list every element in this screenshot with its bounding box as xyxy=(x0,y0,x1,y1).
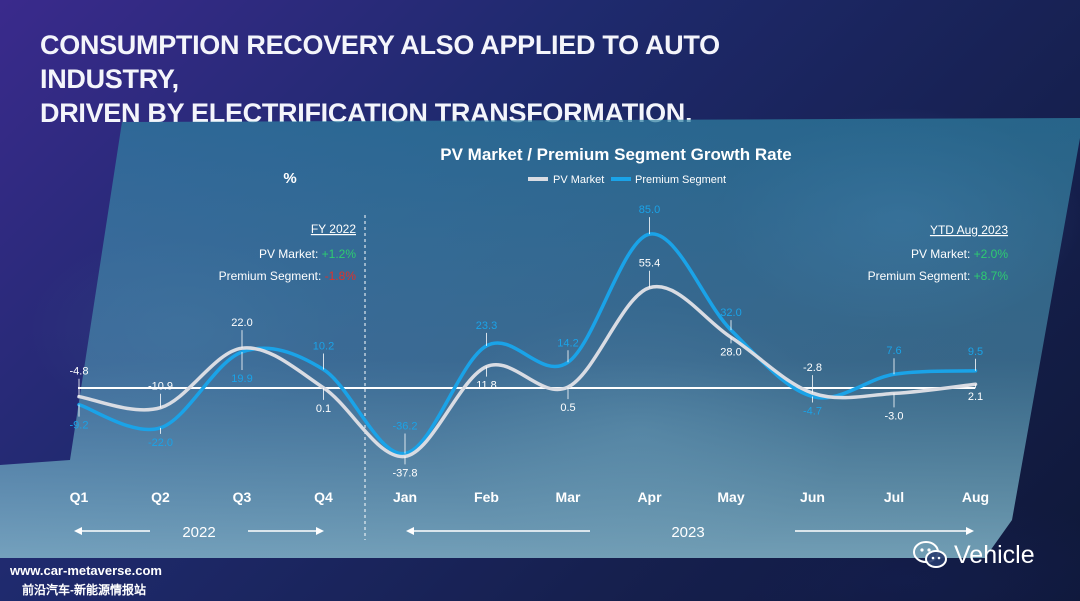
x-tick-label: Apr xyxy=(637,489,662,505)
series-line-pv-market xyxy=(77,284,978,459)
x-tick-label: Jun xyxy=(800,489,825,505)
annotation-fy2022: FY 2022 PV Market: +1.2% Premium Segment… xyxy=(219,222,357,283)
premium-data-label: -9.2 xyxy=(70,420,89,432)
x-axis: Q1 Q2 Q3 Q4 Jan Feb Mar Apr May Jun Jul Aug xyxy=(70,489,989,505)
fy2022-prem-label: Premium Segment: xyxy=(219,269,322,283)
x-tick-label: Mar xyxy=(556,489,581,505)
group-2022-arrowhead-left xyxy=(74,527,82,535)
series-layer: -4.8 -10.9 22.0 0.1 -37.8 11.8 0.5 55.4 28.0 -2.8… xyxy=(70,204,984,479)
x-tick-label: Q1 xyxy=(70,489,89,505)
ytd2023-prem-line: Premium Segment: +8.7% xyxy=(868,269,1009,283)
x-tick-label: Q3 xyxy=(233,489,252,505)
pv-data-label: -10.9 xyxy=(148,381,173,393)
group-2022-arrowhead-right xyxy=(316,527,324,535)
pv-data-label: -4.8 xyxy=(70,366,89,378)
legend-pv-label: PV Market xyxy=(553,174,604,186)
pv-data-label: 0.1 xyxy=(316,403,331,415)
premium-data-label: 85.0 xyxy=(639,204,660,216)
watermark-vehicle: Vehicle xyxy=(912,540,1035,570)
premium-data-label: -4.7 xyxy=(803,406,822,418)
fy2022-pv-line: PV Market: +1.2% xyxy=(259,247,356,261)
pv-data-label: 22.0 xyxy=(231,317,252,329)
premium-data-label: 7.6 xyxy=(886,345,901,357)
fy2022-prem-value: -1.8% xyxy=(325,269,357,283)
pv-data-label: 11.8 xyxy=(476,380,497,392)
ytd2023-pv-value: +2.0% xyxy=(974,247,1009,261)
premium-data-label: 10.2 xyxy=(313,341,334,353)
watermark-url: www.car-metaverse.com xyxy=(10,563,162,578)
legend-premium-label: Premium Segment xyxy=(635,174,726,186)
title-line-1: CONSUMPTION RECOVERY ALSO APPLIED TO AUT… xyxy=(40,30,720,94)
premium-data-label: -22.0 xyxy=(148,437,173,449)
pv-data-label: 55.4 xyxy=(639,258,660,270)
ytd2023-pv-line: PV Market: +2.0% xyxy=(911,247,1008,261)
fy2022-pv-label: PV Market: xyxy=(259,247,318,261)
ytd2023-prem-value: +8.7% xyxy=(974,269,1009,283)
pv-data-label: 0.5 xyxy=(560,402,575,414)
x-tick-label: May xyxy=(717,489,744,505)
ytd2023-pv-label: PV Market: xyxy=(911,247,970,261)
watermark-vehicle-text: Vehicle xyxy=(954,540,1035,569)
legend: PV Market Premium Segment xyxy=(528,174,726,186)
premium-data-label: 19.9 xyxy=(231,373,252,385)
x-tick-label: Q2 xyxy=(151,489,170,505)
group-2023-label: 2023 xyxy=(671,524,704,541)
premium-data-label: 14.2 xyxy=(557,337,578,349)
ytd2023-title: YTD Aug 2023 xyxy=(930,223,1008,237)
fy2022-title: FY 2022 xyxy=(311,222,356,236)
ytd2023-prem-label: Premium Segment: xyxy=(868,269,971,283)
pv-data-label: 28.0 xyxy=(720,346,741,358)
x-tick-label: Jan xyxy=(393,489,417,505)
annotation-ytd2023: YTD Aug 2023 PV Market: +2.0% Premium Se… xyxy=(868,223,1009,283)
chart-panel xyxy=(0,118,1080,558)
premium-data-label: 32.0 xyxy=(720,307,741,319)
x-tick-label: Q4 xyxy=(314,489,333,505)
premium-data-label: -36.2 xyxy=(392,421,417,433)
x-tick-label: Aug xyxy=(962,489,989,505)
group-2022-label: 2022 xyxy=(182,524,215,541)
premium-data-label: 23.3 xyxy=(476,320,497,332)
wechat-icon xyxy=(913,541,947,568)
group-2023-arrowhead-right xyxy=(966,527,974,535)
x-tick-label: Jul xyxy=(884,489,904,505)
fy2022-prem-line: Premium Segment: -1.8% xyxy=(219,269,357,283)
pv-data-label: 2.1 xyxy=(968,391,983,403)
pv-data-label: -3.0 xyxy=(885,410,904,422)
fy2022-pv-value: +1.2% xyxy=(322,247,357,261)
pv-data-label: -2.8 xyxy=(803,362,822,374)
y-unit-label: % xyxy=(283,170,296,187)
chart-title: PV Market / Premium Segment Growth Rate xyxy=(440,145,791,164)
premium-data-label: 9.5 xyxy=(968,346,983,358)
year-groups: 2022 2023 xyxy=(74,524,974,541)
group-2023-arrowhead-left xyxy=(406,527,414,535)
watermark-cn: 前沿汽车-新能源情报站 xyxy=(22,583,146,597)
pv-data-label: -37.8 xyxy=(392,467,417,479)
x-tick-label: Feb xyxy=(474,489,499,505)
